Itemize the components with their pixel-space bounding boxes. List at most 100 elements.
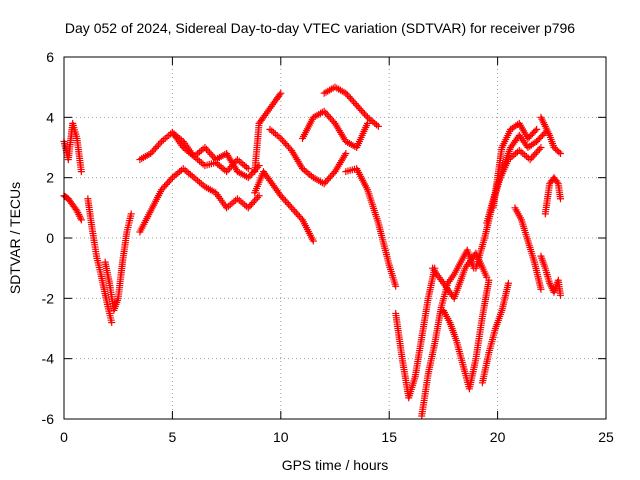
data-point bbox=[281, 197, 289, 205]
data-point bbox=[154, 141, 162, 149]
data-point bbox=[246, 202, 254, 210]
y-axis-title: SDTVAR / TECUs bbox=[7, 182, 23, 294]
data-point bbox=[294, 211, 302, 219]
data-point bbox=[280, 195, 288, 203]
y-tick-label: -2 bbox=[42, 290, 55, 306]
data-point bbox=[148, 148, 156, 156]
data-point bbox=[326, 173, 334, 181]
data-point bbox=[167, 175, 175, 183]
data-point bbox=[556, 291, 564, 299]
data-point bbox=[325, 175, 333, 183]
data-point bbox=[223, 168, 231, 176]
data-point bbox=[165, 177, 173, 185]
data-point bbox=[356, 105, 364, 113]
data-point bbox=[156, 139, 164, 147]
data-point bbox=[292, 209, 300, 217]
data-point bbox=[362, 112, 370, 120]
data-point bbox=[483, 273, 491, 281]
data-point bbox=[150, 146, 158, 154]
y-tick-label: 4 bbox=[46, 109, 54, 125]
data-point bbox=[504, 279, 512, 287]
data-point bbox=[244, 174, 252, 182]
data-points bbox=[60, 83, 564, 420]
series-arc-7 bbox=[168, 128, 263, 182]
axis-ticks bbox=[63, 56, 607, 420]
x-axis-title: GPS time / hours bbox=[282, 457, 389, 473]
data-point bbox=[528, 154, 536, 162]
data-point bbox=[353, 101, 361, 109]
data-point bbox=[147, 150, 155, 158]
data-point bbox=[345, 93, 353, 101]
data-point bbox=[328, 116, 336, 124]
series-arc-20 bbox=[483, 144, 545, 227]
data-point bbox=[374, 122, 382, 130]
data-point bbox=[286, 202, 294, 210]
data-point bbox=[329, 118, 337, 126]
data-point bbox=[553, 178, 561, 186]
data-point bbox=[534, 147, 542, 155]
series-arc-3 bbox=[84, 195, 116, 326]
data-point bbox=[283, 199, 291, 207]
data-point bbox=[326, 114, 334, 122]
data-point bbox=[342, 89, 350, 97]
data-point bbox=[278, 193, 286, 201]
data-point bbox=[127, 210, 135, 218]
data-point bbox=[323, 111, 331, 119]
data-point bbox=[283, 141, 291, 149]
data-point bbox=[309, 237, 317, 245]
data-point bbox=[254, 193, 262, 201]
data-point bbox=[357, 106, 365, 114]
data-point bbox=[295, 212, 303, 220]
series-arc-4 bbox=[101, 210, 135, 314]
data-point bbox=[537, 144, 545, 151]
x-tick-label: 15 bbox=[381, 429, 397, 445]
y-tick-label: 0 bbox=[46, 230, 54, 246]
data-point bbox=[255, 192, 263, 200]
data-point bbox=[153, 143, 161, 151]
data-point bbox=[244, 204, 252, 212]
x-tick-label: 5 bbox=[169, 429, 177, 445]
data-point bbox=[531, 127, 539, 135]
data-point bbox=[291, 207, 299, 215]
data-point bbox=[328, 171, 336, 179]
data-point bbox=[364, 119, 372, 127]
data-point bbox=[354, 103, 362, 111]
data-point bbox=[533, 125, 541, 133]
data-point bbox=[159, 184, 167, 192]
series-arc-13 bbox=[342, 165, 400, 290]
data-point bbox=[360, 110, 368, 118]
series-arc-8 bbox=[251, 89, 285, 176]
y-tick-labels: -6 -4 -2 0 2 4 6 bbox=[42, 49, 55, 427]
series-arc-11 bbox=[298, 107, 372, 151]
data-point bbox=[158, 186, 166, 194]
series-arc-14 bbox=[392, 264, 439, 402]
data-point bbox=[244, 165, 252, 173]
data-point bbox=[285, 143, 293, 151]
series-arc-16 bbox=[439, 276, 493, 393]
series-arc-2 bbox=[60, 192, 85, 224]
data-point bbox=[206, 149, 214, 157]
y-tick-label: -6 bbox=[42, 411, 55, 427]
series-arc-22 bbox=[511, 204, 545, 293]
data-point bbox=[246, 172, 254, 180]
data-point bbox=[280, 138, 288, 146]
data-point bbox=[204, 147, 212, 155]
series-arc-25 bbox=[537, 252, 564, 299]
data-point bbox=[77, 168, 85, 176]
x-tick-labels: 0 5 10 15 20 25 bbox=[60, 429, 614, 445]
data-point bbox=[151, 144, 159, 152]
data-point bbox=[550, 144, 558, 151]
data-point bbox=[320, 107, 328, 115]
data-point bbox=[202, 145, 210, 153]
data-point bbox=[350, 98, 358, 106]
y-tick-label: -4 bbox=[42, 351, 55, 367]
data-point bbox=[285, 200, 293, 208]
data-point bbox=[552, 145, 560, 153]
data-point bbox=[207, 150, 215, 158]
data-point bbox=[537, 285, 545, 293]
data-point bbox=[359, 108, 367, 116]
data-point bbox=[201, 144, 209, 151]
data-point bbox=[108, 318, 116, 326]
data-point bbox=[277, 134, 285, 142]
